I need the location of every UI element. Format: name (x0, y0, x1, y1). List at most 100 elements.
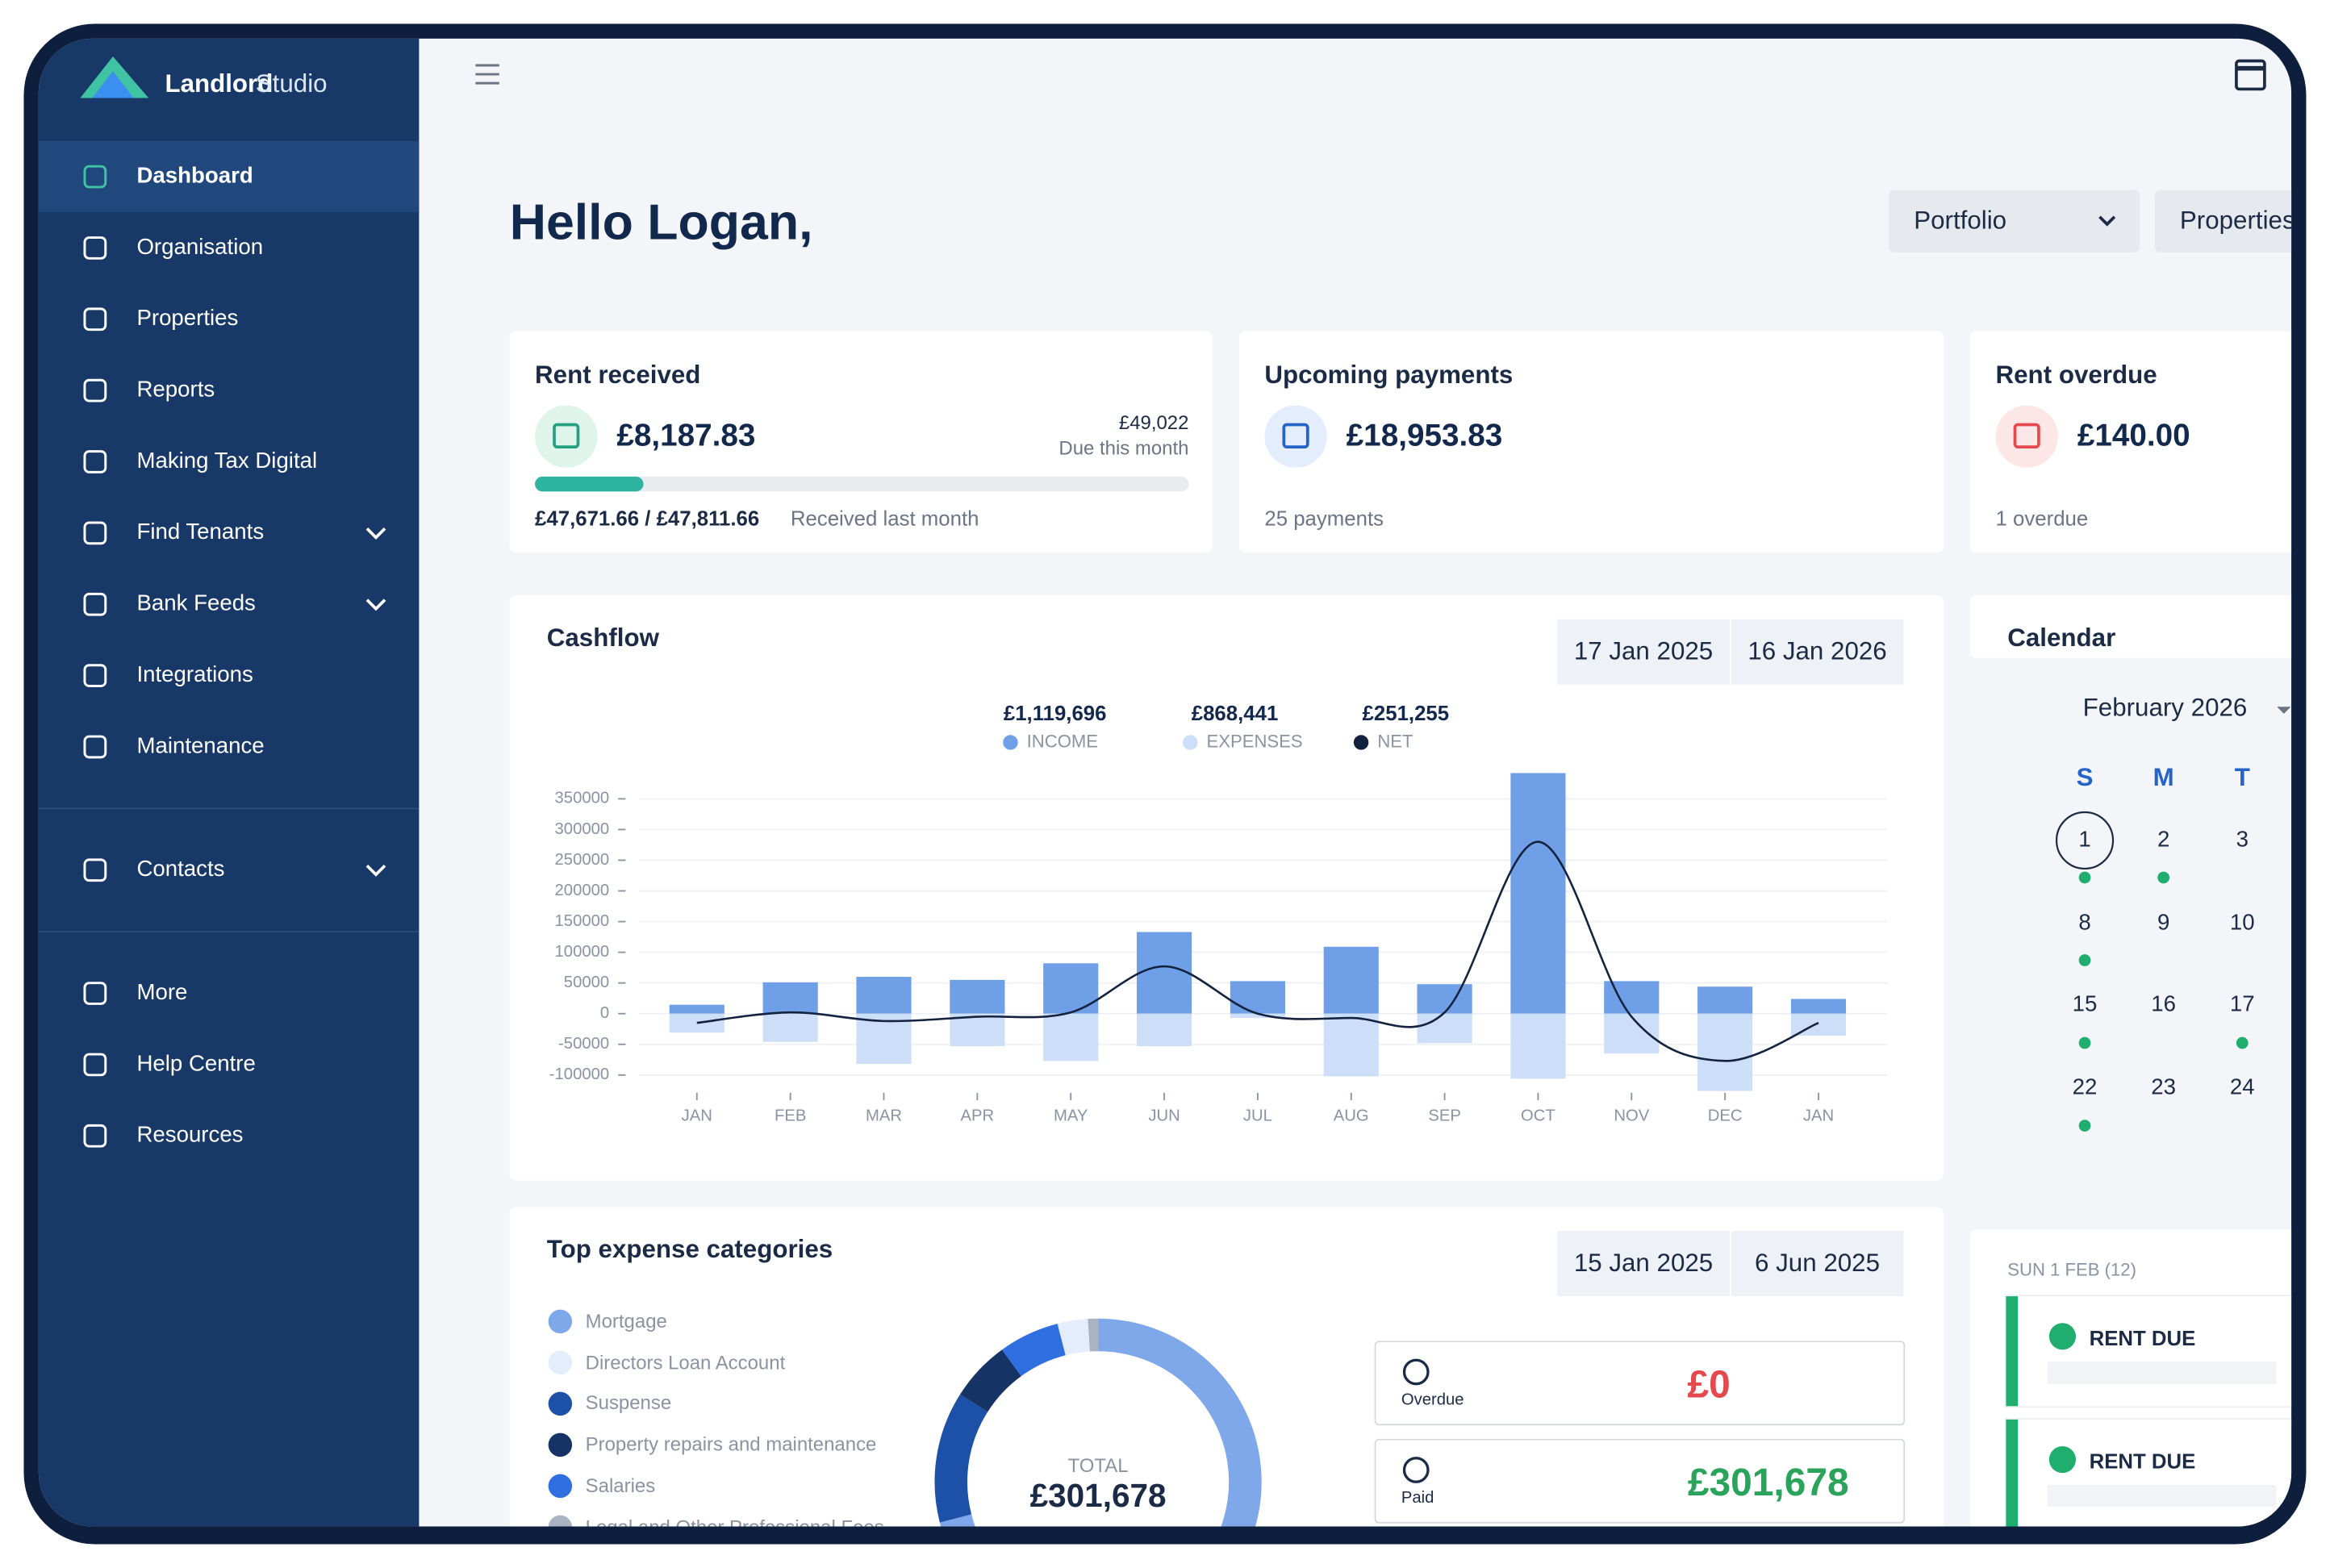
nav-icon (83, 664, 107, 687)
nav-item[interactable]: Contacts (136, 857, 225, 882)
calendar-day[interactable]: 17 (2229, 992, 2255, 1018)
bar (1323, 1013, 1379, 1077)
bar (856, 977, 912, 1014)
date-label[interactable]: 15 Jan 2025 (1573, 1249, 1714, 1278)
nav-icon (83, 378, 107, 402)
weekday: T (2234, 763, 2250, 792)
card-icon (1995, 405, 2058, 468)
nav-item[interactable]: Help Centre (136, 1051, 256, 1077)
y-tick-label: 100000 (555, 943, 610, 961)
chevron (365, 864, 386, 877)
legend-total: £1,119,696 (1003, 700, 1107, 725)
nav-icon (83, 735, 107, 759)
legend-dot (548, 1309, 573, 1334)
calendar-day[interactable]: 15 (2072, 992, 2098, 1018)
status-box (1374, 1438, 1906, 1524)
date-label[interactable]: 17 Jan 2025 (1573, 636, 1714, 665)
due-amount: £49,022 (1118, 411, 1189, 434)
x-tick-label: JUL (1243, 1107, 1272, 1125)
agenda-icon (2048, 1446, 2076, 1474)
agenda-label[interactable]: RENT DUE (2089, 1325, 2196, 1350)
chevron (2098, 215, 2116, 227)
calendar-icon (2235, 59, 2266, 91)
nav-item[interactable]: Organisation (136, 234, 264, 261)
chevron (2277, 706, 2290, 714)
y-tick-label: 250000 (555, 851, 610, 869)
date-label[interactable]: 16 Jan 2026 (1748, 636, 1887, 665)
nav-item[interactable]: Resources (136, 1122, 244, 1149)
nav-item[interactable]: Bank Feeds (136, 590, 256, 616)
calendar-day[interactable]: 2 (2157, 827, 2170, 853)
event-dot (2157, 871, 2170, 884)
calendar-day[interactable]: 1 (2078, 827, 2091, 853)
nav-item[interactable]: Integrations (136, 662, 253, 688)
agenda-item[interactable] (2006, 1296, 2292, 1407)
calendar-day[interactable]: 10 (2229, 909, 2255, 936)
progress-fill (535, 476, 645, 492)
status-amount: £0 (1687, 1362, 1731, 1407)
nav-item[interactable]: More (136, 979, 188, 1006)
status-box (1374, 1341, 1906, 1426)
calendar-day[interactable]: 24 (2229, 1074, 2255, 1101)
card-footer: Received last month (790, 506, 979, 531)
card (1239, 331, 1944, 553)
sidebar (38, 38, 420, 1527)
agenda-label[interactable]: RENT DUE (2089, 1449, 2196, 1474)
bar (1323, 946, 1379, 1014)
nav-item[interactable]: Making Tax Digital (136, 448, 318, 474)
event-dot (2236, 1036, 2249, 1049)
card-icon (1282, 423, 1309, 448)
greeting: Hello Logan, (509, 194, 813, 252)
filter[interactable] (1888, 190, 2140, 252)
bar (950, 1013, 1005, 1047)
nav-icon (83, 858, 107, 882)
nav-active (38, 140, 420, 213)
nav-item[interactable]: Dashboard (136, 163, 253, 189)
nav-item[interactable]: Reports (136, 377, 215, 402)
x-tick-label: DEC (1708, 1107, 1743, 1125)
status-icon (1402, 1457, 1430, 1483)
app: Landlord Studio Dashboard Organisation Prope… (38, 38, 2292, 1527)
calendar-day[interactable]: 23 (2151, 1074, 2177, 1101)
legend-label: Legal and Other Professional Fees (586, 1508, 884, 1527)
legend-label: Suspense (585, 1391, 672, 1415)
overlay: INCOME EXPENSES NET35000030000025000020000… (80, 56, 2290, 1527)
calendar-day[interactable]: 16 (2151, 992, 2177, 1018)
date-box[interactable] (1731, 619, 1904, 685)
legend-dot (548, 1474, 573, 1499)
sidebar-separator (38, 807, 420, 810)
due-label: Due this month (1059, 436, 1189, 459)
bar (669, 1013, 724, 1033)
date-box[interactable] (1731, 1231, 1904, 1297)
nav-item[interactable]: Find Tenants (136, 519, 265, 545)
calendar-day[interactable]: 3 (2236, 827, 2249, 853)
x-tick-label: OCT (1521, 1107, 1555, 1125)
legend-label: Directors Loan Account (585, 1350, 786, 1374)
filter-label[interactable]: Portfolio (1914, 206, 2007, 235)
chevron (365, 528, 386, 540)
y-tick-label: 350000 (555, 790, 610, 807)
card-title: Upcoming payments (1264, 361, 1514, 390)
card-footer: 25 payments (1264, 506, 1384, 531)
bar (950, 979, 1005, 1014)
filter-label[interactable]: Properties (2179, 206, 2292, 235)
y-tick-label: -100000 (549, 1065, 609, 1083)
nav-icon (83, 1124, 107, 1148)
nav-icon (83, 592, 107, 616)
nav-item[interactable]: Maintenance (136, 733, 265, 759)
date-box[interactable] (1557, 619, 1730, 685)
date-box[interactable] (1557, 1231, 1730, 1297)
calendar-day[interactable]: 22 (2072, 1074, 2098, 1101)
calendar-day[interactable]: 9 (2157, 909, 2170, 936)
filter[interactable] (2154, 190, 2292, 252)
date-label[interactable]: 6 Jun 2025 (1755, 1249, 1881, 1278)
event-dot (2078, 871, 2091, 884)
calendar-day[interactable]: 8 (2078, 909, 2091, 936)
nav-item[interactable]: Properties (136, 306, 239, 332)
bar (1697, 986, 1753, 1014)
agenda-item[interactable] (2006, 1419, 2292, 1527)
y-tick-label: 0 (600, 1004, 609, 1022)
legend-dot (548, 1432, 573, 1457)
legend-dot (1003, 735, 1018, 750)
